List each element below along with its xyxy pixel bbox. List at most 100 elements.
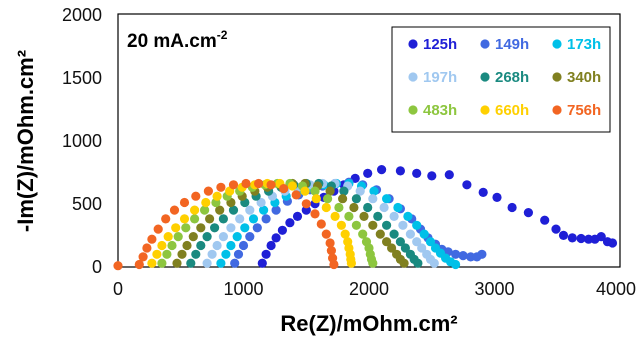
data-point (153, 224, 163, 234)
data-point (607, 238, 618, 248)
data-point (221, 249, 231, 259)
x-tick-labels: 0 1000 2000 3000 4000 (113, 279, 636, 299)
data-point (321, 202, 331, 213)
data-point (212, 191, 222, 201)
x-tick-label: 0 (113, 279, 123, 299)
data-point (261, 214, 271, 224)
data-point (169, 205, 180, 215)
data-point (230, 258, 240, 268)
data-point (596, 232, 606, 242)
data-point (584, 234, 594, 244)
y-tick-labels: 0 500 1000 1500 2000 (62, 5, 102, 277)
data-point (252, 223, 262, 233)
data-point (368, 220, 378, 230)
data-point (256, 197, 266, 208)
data-point (248, 214, 259, 224)
data-point (177, 249, 187, 259)
legend-item: 483h (408, 102, 457, 119)
data-point (398, 220, 408, 230)
data-point (399, 258, 409, 268)
data-point (207, 249, 217, 259)
data-point (321, 229, 331, 239)
legend-item: 340h (552, 69, 601, 86)
x-tick-label: 4000 (596, 279, 636, 299)
data-point (412, 237, 422, 247)
series-197h (202, 178, 439, 268)
data-point (551, 224, 561, 234)
annotation-superscript: -2 (217, 28, 228, 42)
data-point (232, 232, 242, 242)
legend-item: 197h (408, 69, 457, 86)
data-point (310, 209, 320, 219)
data-point (325, 238, 335, 248)
data-point (368, 258, 378, 268)
data-point (241, 178, 251, 189)
data-point (382, 220, 392, 230)
data-point (395, 166, 405, 176)
series-756h (113, 178, 339, 271)
data-point (210, 223, 220, 233)
data-point (285, 218, 295, 228)
legend-label: 268h (495, 69, 529, 86)
data-point (419, 229, 429, 239)
data-point (190, 214, 200, 224)
data-point (186, 258, 196, 268)
data-point (567, 233, 577, 243)
data-point (301, 199, 311, 209)
legend-label: 197h (423, 69, 457, 86)
data-point (351, 220, 361, 230)
legend-marker (408, 72, 418, 82)
x-tick-label: 3000 (474, 279, 514, 299)
data-point (389, 211, 399, 221)
data-point (382, 237, 392, 247)
data-point (245, 232, 255, 242)
data-point (323, 194, 333, 204)
data-point (451, 249, 461, 259)
data-point (375, 229, 385, 239)
data-point (279, 184, 289, 194)
data-point (300, 186, 310, 196)
data-point (257, 258, 267, 268)
data-point (218, 232, 228, 242)
x-axis-title: Re(Z)/mOhm.cm² (280, 311, 457, 336)
legend-marker (480, 39, 490, 49)
data-point (389, 229, 399, 239)
data-point (377, 165, 387, 175)
data-point (147, 258, 157, 268)
data-point (259, 205, 269, 215)
data-point (379, 202, 389, 213)
data-point (540, 215, 550, 225)
data-point (462, 180, 472, 190)
data-point (134, 259, 144, 270)
legend-label: 340h (567, 69, 601, 86)
data-point (403, 211, 413, 221)
y-tick-label: 500 (72, 194, 102, 214)
data-point (451, 259, 461, 270)
legend-label: 756h (567, 102, 601, 119)
data-point (355, 186, 365, 196)
data-point (167, 240, 177, 251)
data-point (228, 180, 239, 190)
data-point (311, 194, 321, 204)
legend-label: 173h (567, 36, 601, 53)
y-axis-title: -Im(Z)/mOhm.cm² (13, 50, 38, 232)
data-point (291, 190, 301, 200)
data-point (157, 240, 167, 251)
data-point (329, 259, 339, 270)
legend-item: 125h (408, 36, 457, 53)
data-point (287, 181, 297, 191)
data-point (417, 243, 427, 253)
data-point (507, 202, 517, 213)
y-tick-label: 1000 (62, 131, 102, 151)
data-point (334, 202, 344, 213)
data-point (271, 205, 281, 215)
data-point (478, 187, 488, 197)
data-point (346, 258, 356, 268)
y-tick-label: 0 (92, 257, 102, 277)
data-point (205, 214, 215, 224)
data-point (202, 232, 212, 242)
data-point (338, 194, 348, 204)
annotation-main: 20 mA.cm (127, 31, 217, 52)
